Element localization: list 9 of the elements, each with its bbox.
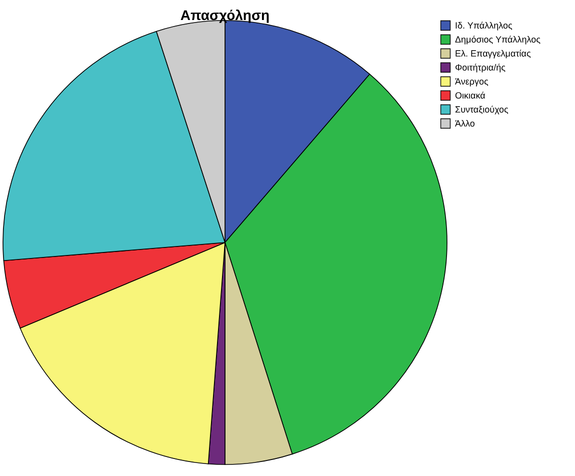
legend-label: Φοιτήτρια/ής xyxy=(455,62,506,72)
legend-label: Οικιακά xyxy=(455,90,486,100)
legend-label: Άνεργος xyxy=(455,76,489,86)
legend-label: Ελ. Επαγγελματίας xyxy=(455,48,532,58)
legend-label: Συνταξιούχος xyxy=(455,104,510,114)
legend-label: Άλλο xyxy=(455,118,475,128)
chart-title: Απασχόληση xyxy=(180,6,270,23)
legend-label: Δημόσιος Υπάλληλος xyxy=(455,34,542,44)
legend-label: Ιδ. Υπάλληλος xyxy=(455,20,514,30)
